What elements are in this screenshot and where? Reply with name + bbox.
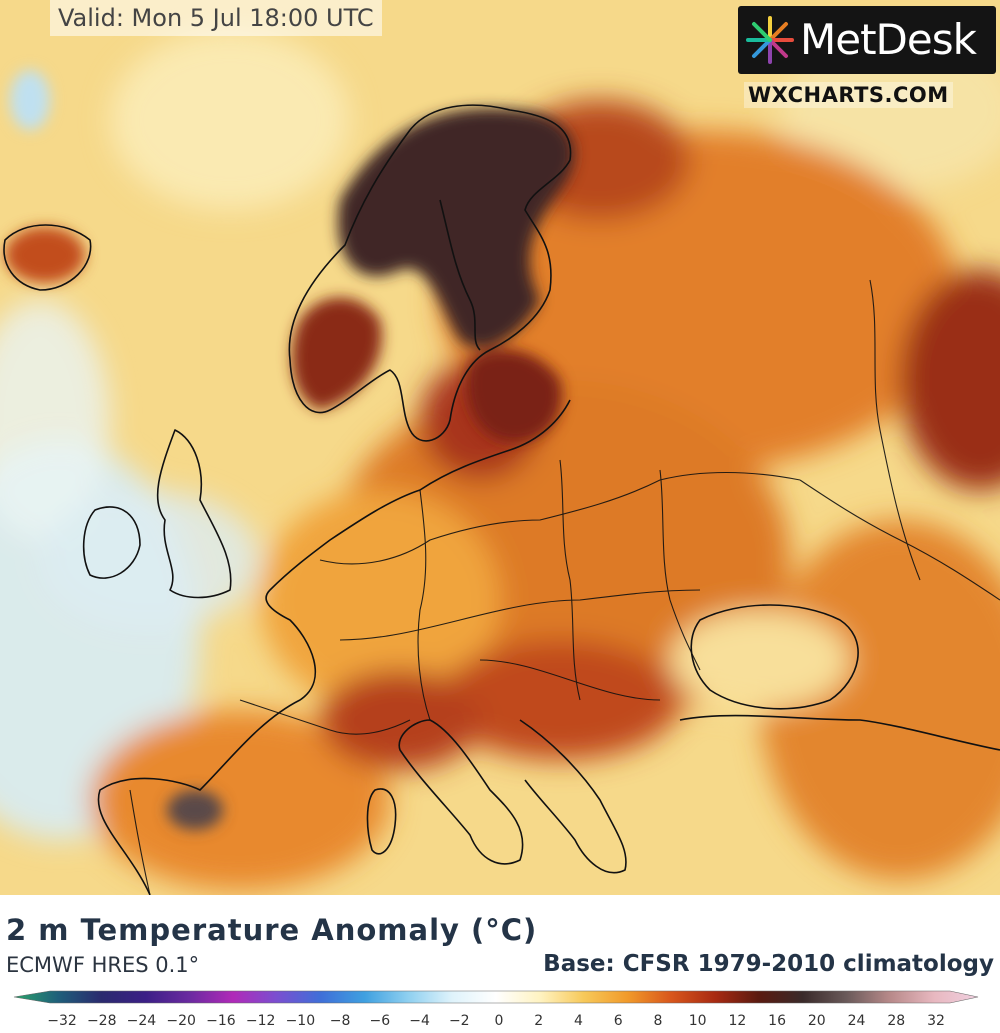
border-line-4 [559, 459, 581, 701]
urals-hot-area [900, 270, 1000, 490]
colorbar-ticks: −32 −28 −24 −20 −16 −12 −10 −8 −6 −4 −2 0 2 4 6 8 10 12 16… [47, 1013, 945, 1029]
colorbar-tick-label: 32 [927, 1013, 945, 1029]
brand-name: MetDesk [800, 15, 977, 64]
border-line-7 [239, 699, 411, 735]
colorbar-tick-label: −20 [166, 1013, 196, 1029]
anomaly-shading [0, 30, 1000, 890]
sardinia-coastline [366, 788, 397, 855]
colorbar-tick-label: −6 [369, 1013, 390, 1029]
great-britain-coastline [156, 429, 232, 599]
border-line-5 [659, 469, 701, 671]
base-climatology-label: Base: CFSR 1979-2010 climatology [543, 951, 994, 977]
model-subtitle: ECMWF HRES 0.1° [6, 953, 200, 977]
black-sea-coastline [690, 604, 859, 710]
coastlines [3, 104, 1000, 895]
colorbar-tick-label: 28 [887, 1013, 905, 1029]
colorbar-tick-label: −24 [127, 1013, 157, 1029]
balkans-hot-area [440, 640, 680, 760]
starburst-logo-icon [746, 16, 794, 64]
colorbar-tick-label: 4 [574, 1013, 583, 1029]
colorbar-tick-label: −8 [330, 1013, 351, 1029]
iceland-coastline [3, 224, 92, 291]
colorbar-tick-label: 8 [653, 1013, 662, 1029]
border-line-1 [319, 471, 801, 565]
east-warm-area [760, 520, 1000, 880]
country-borders [129, 279, 1000, 895]
colorbar-tick-label: −4 [409, 1013, 430, 1029]
site-label[interactable]: WXCHARTS.COM [744, 82, 953, 108]
colorbar-tick-label: 20 [808, 1013, 826, 1029]
colorbar-tick-label: 10 [689, 1013, 707, 1029]
valid-time-label: Valid: Mon 5 Jul 18:00 UTC [50, 0, 382, 36]
colorbar-band [13, 990, 979, 1004]
baltic-states-hot-area [466, 349, 562, 442]
colorbar-tick-label: −2 [449, 1013, 470, 1029]
atlantic-mild-area [0, 300, 110, 540]
colorbar: −32 −28 −24 −20 −16 −12 −10 −8 −6 −4 −2 0 2 4 6 8 10 12 16… [13, 990, 979, 1029]
continental-coastline [97, 399, 571, 895]
turkey-coastline [679, 714, 1000, 751]
ireland-coastline [82, 506, 141, 579]
border-line-2 [339, 589, 701, 641]
border-line-6 [479, 659, 661, 701]
west-europe-warm-area [260, 490, 500, 710]
extreme-anomaly-shading [5, 70, 575, 830]
colorbar-tick-label: 2 [534, 1013, 543, 1029]
iberia-warm-area [90, 710, 390, 890]
greenland-cool-area [10, 70, 50, 130]
colorbar-tick-label: 16 [768, 1013, 786, 1029]
black-sea-mild-area [670, 610, 850, 710]
spain-extreme-area [167, 790, 223, 830]
metdesk-logo[interactable]: MetDesk [738, 6, 996, 74]
map-canvas [0, 30, 1000, 895]
colorbar-tick-label: 0 [495, 1013, 504, 1029]
colorbar-tick-label: 6 [614, 1013, 623, 1029]
colorbar-tick-label: −12 [246, 1013, 276, 1029]
iceland-hot-area [5, 227, 85, 283]
colorbar-tick-label: −32 [47, 1013, 77, 1029]
border-line-3 [417, 489, 431, 721]
finland-border [439, 199, 481, 351]
legend-panel: 2 m Temperature Anomaly (°C) ECMWF HRES … [0, 895, 1000, 1033]
british-isles-cool-area [40, 490, 260, 630]
colorbar-tick-label: 12 [728, 1013, 746, 1029]
colorbar-tick-label: 24 [848, 1013, 866, 1029]
alps-hot-area [320, 670, 480, 770]
border-line-10 [129, 789, 151, 895]
border-line-8 [869, 279, 921, 581]
balkan-coastline [519, 719, 627, 874]
scandinavia-extreme-area [338, 108, 575, 348]
south-norway-hot-area [291, 297, 382, 410]
colorbar-tick-label: −28 [87, 1013, 117, 1029]
colorbar-tick-label: −10 [286, 1013, 316, 1029]
border-line-9 [799, 479, 1000, 601]
italy-coastline [398, 719, 524, 865]
north-atlantic-area [110, 30, 350, 210]
scandinavia-coastline [288, 104, 572, 442]
map-title: 2 m Temperature Anomaly (°C) [6, 913, 538, 947]
colorbar-tick-label: −16 [206, 1013, 236, 1029]
temperature-anomaly-map: Valid: Mon 5 Jul 18:00 UTC MetDesk WXCHA… [0, 0, 1000, 895]
